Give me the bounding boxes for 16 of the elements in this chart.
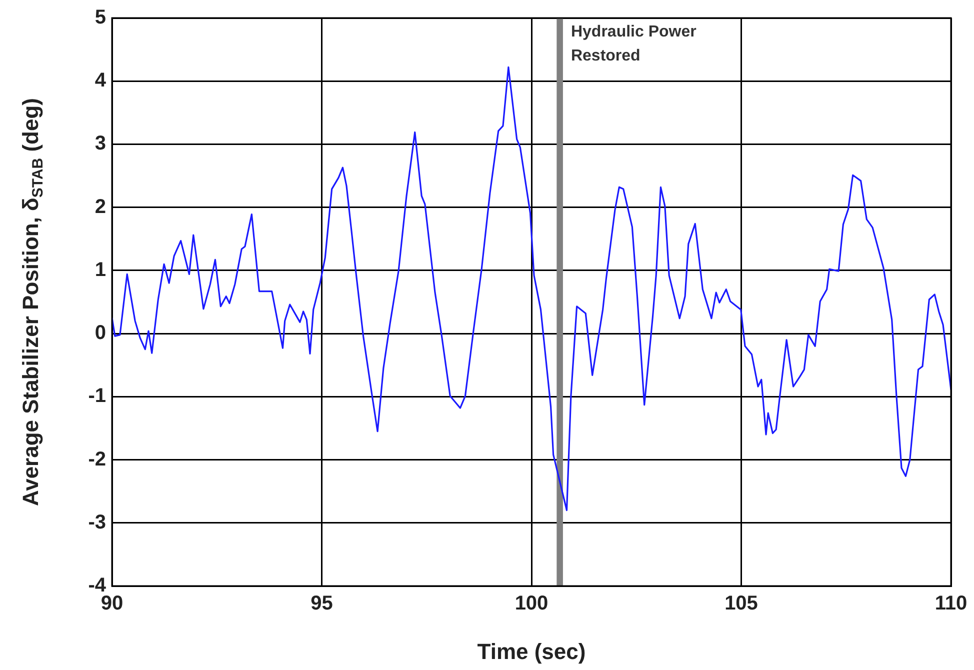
x-axis-title: Time (sec) (477, 638, 586, 664)
x-tick-label: 100 (514, 592, 548, 615)
y-tick-label: 3 (94, 132, 106, 155)
x-tick-label: 110 (934, 592, 968, 615)
y-tick-label: -1 (88, 385, 106, 408)
y-tick-label: 0 (94, 322, 106, 344)
y-tick-label: 1 (94, 258, 106, 281)
x-tick-label: 105 (724, 592, 758, 615)
y-tick-label: -3 (88, 511, 106, 534)
y-tick-label: -2 (88, 448, 106, 470)
y-tick-label: 2 (94, 196, 106, 218)
y-axis-title: Average Stabilizer Position, δSTAB (deg) (18, 98, 47, 506)
band-label: Hydraulic Power Restored (570, 23, 696, 64)
y-tick-label: 4 (94, 70, 107, 92)
x-tick-label: 95 (310, 592, 333, 615)
y-tick-label: 5 (94, 6, 106, 29)
